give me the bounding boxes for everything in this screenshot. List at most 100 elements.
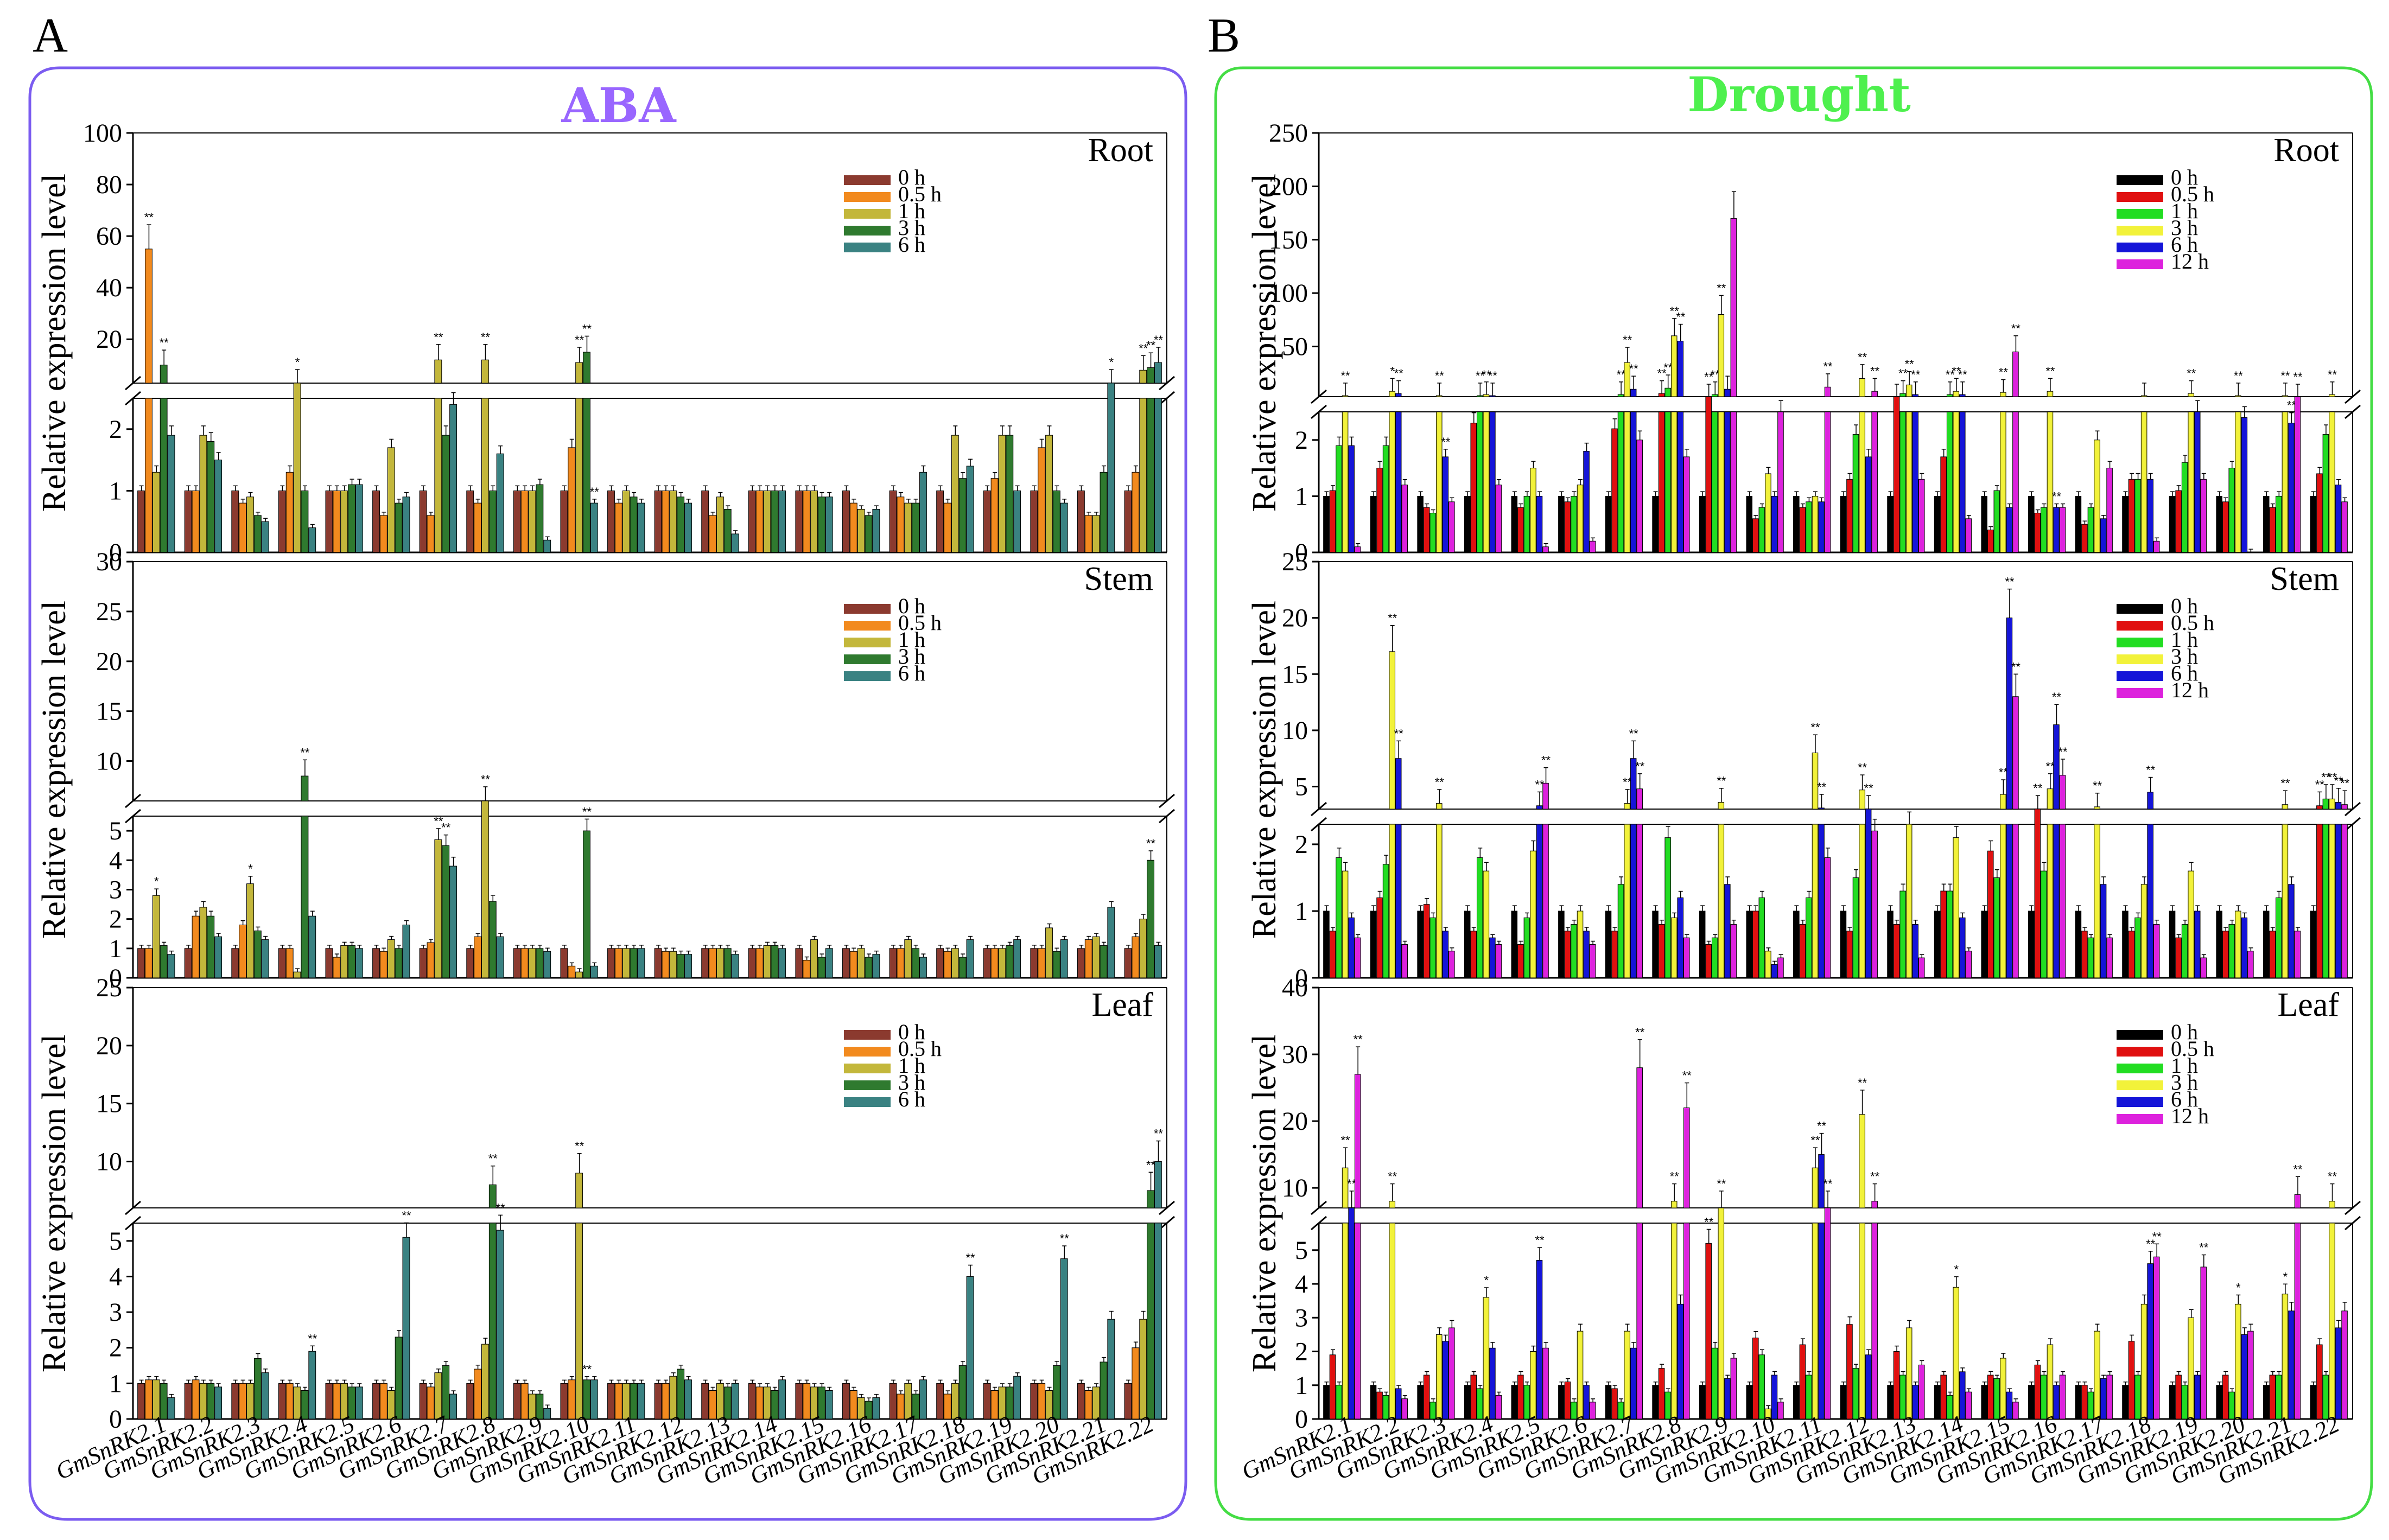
bar <box>1683 456 1690 553</box>
significance-mark: ** <box>1682 1069 1692 1083</box>
bar <box>1571 495 1577 553</box>
bar <box>2269 507 2276 553</box>
significance-mark: ** <box>1394 367 1404 380</box>
break-mark <box>125 809 141 824</box>
bar <box>395 948 403 978</box>
y-tick-label: 25 <box>96 973 122 1002</box>
legend-label: 3 h <box>2171 644 2198 669</box>
bar <box>1448 1327 1455 1420</box>
bar <box>872 954 880 978</box>
bar <box>1489 411 1496 553</box>
bar <box>1871 1223 1878 1420</box>
bar <box>1705 396 1712 553</box>
bar <box>253 515 262 553</box>
bar <box>842 490 850 553</box>
bar <box>325 1383 333 1420</box>
break-mark <box>125 1200 141 1216</box>
bar <box>1536 495 1543 553</box>
break-mark <box>1311 1200 1327 1216</box>
bar <box>575 1173 583 1208</box>
bar <box>803 1383 811 1420</box>
bar <box>481 359 489 384</box>
bar <box>1840 495 1847 553</box>
bar <box>2282 1294 2289 1420</box>
bar <box>731 954 739 978</box>
bar <box>1517 1374 1524 1420</box>
bar <box>803 959 811 978</box>
bar <box>1718 824 1725 978</box>
bar <box>1564 931 1571 978</box>
bar <box>285 948 294 978</box>
significance-mark: ** <box>1341 369 1351 383</box>
bar <box>1006 435 1014 553</box>
bar <box>701 490 709 553</box>
bar <box>137 948 145 978</box>
bar <box>637 502 645 553</box>
bar <box>1959 1371 1966 1420</box>
bar <box>449 404 457 553</box>
bar <box>936 1383 944 1420</box>
bar <box>1724 884 1731 978</box>
significance-mark: ** <box>2187 367 2196 380</box>
bar <box>1793 495 1800 553</box>
y-tick-label: 10 <box>1282 716 1308 745</box>
y-tick-label: 0 <box>109 1405 122 1434</box>
bar <box>1417 495 1424 553</box>
bar <box>395 1337 403 1420</box>
bar <box>261 939 269 978</box>
bar <box>2012 824 2019 978</box>
bar <box>1530 468 1536 553</box>
bar <box>590 1379 598 1420</box>
bar <box>355 1386 363 1420</box>
bar <box>152 895 160 978</box>
significance-mark: ** <box>2199 1241 2209 1255</box>
bar <box>990 948 999 978</box>
bar <box>466 1383 474 1420</box>
bar <box>2087 937 2094 978</box>
significance-mark: ** <box>590 485 600 499</box>
bar <box>1147 367 1154 384</box>
bar <box>1523 917 1530 978</box>
legend-label: 12 h <box>2171 1104 2209 1128</box>
tissue-label-root: Root <box>1088 132 1153 169</box>
bar <box>333 957 341 978</box>
bar <box>1777 957 1784 978</box>
bar <box>1711 411 1718 553</box>
significance-mark: ** <box>402 1208 411 1222</box>
legend-label: 0 h <box>2171 594 2198 618</box>
significance-mark: ** <box>1676 310 1686 324</box>
panel-letter-a: A <box>33 9 68 62</box>
bar <box>2059 507 2066 553</box>
bar <box>2100 1378 2107 1420</box>
bar <box>145 249 153 384</box>
bar <box>983 1383 991 1420</box>
significance-mark: ** <box>1146 339 1156 352</box>
bar <box>2012 351 2019 397</box>
bar <box>1542 546 1549 553</box>
bar <box>2000 392 2006 397</box>
bar <box>246 497 254 553</box>
bar <box>2047 391 2054 397</box>
legend-label: 1 h <box>2171 627 2198 652</box>
bar <box>951 948 959 978</box>
bar <box>1132 472 1140 553</box>
bar <box>2276 897 2282 978</box>
bar <box>723 508 732 553</box>
y-tick-label: 10 <box>1282 1174 1308 1202</box>
bar <box>2075 1385 2082 1420</box>
bar <box>1905 411 1913 553</box>
bar <box>755 490 764 553</box>
significance-mark: ** <box>1535 1233 1545 1247</box>
legend-swatch <box>2117 192 2163 202</box>
bar <box>301 775 309 801</box>
bar <box>1812 495 1819 553</box>
bar <box>1348 445 1355 553</box>
bar <box>662 1383 670 1420</box>
bar <box>919 957 927 978</box>
significance-mark: ** <box>1999 366 2009 379</box>
y-tick-label: 250 <box>1269 119 1308 148</box>
bar <box>1959 394 1966 397</box>
significance-mark: ** <box>1823 360 1833 373</box>
bar <box>528 948 536 978</box>
